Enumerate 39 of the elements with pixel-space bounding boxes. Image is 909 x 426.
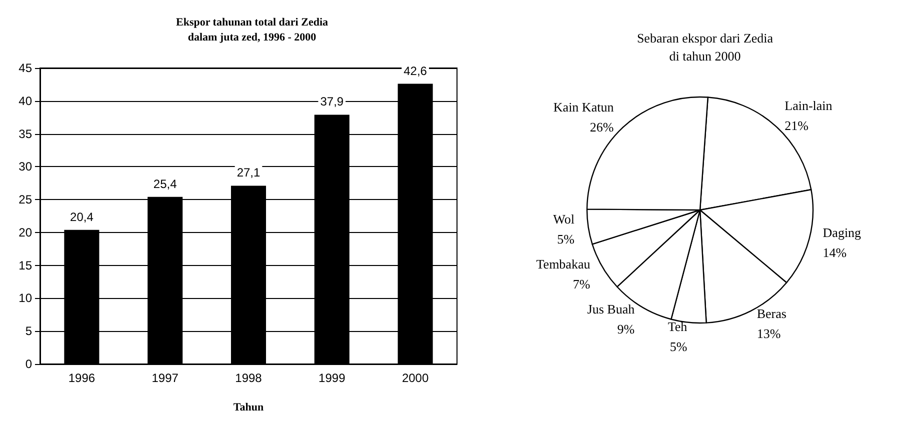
- data-label: 5%: [557, 231, 575, 246]
- data-label: 7%: [572, 276, 590, 292]
- y-tick-label: 10: [18, 291, 32, 306]
- data-label: 26%: [590, 119, 614, 134]
- slice-label: Kain Katun: [553, 99, 614, 114]
- data-label: 13%: [756, 326, 781, 342]
- slice-label: Wol: [553, 211, 575, 226]
- y-tick-label: 0: [25, 357, 32, 371]
- y-tick-label: 40: [18, 94, 32, 108]
- y-tick-label: 30: [18, 160, 32, 174]
- y-tick-label: 5: [25, 324, 32, 338]
- chart-title: Ekspor tahunan total dari Zedia dalam juta zed, 1996 - 2000: [176, 16, 328, 44]
- data-label: 5%: [670, 338, 688, 354]
- data-label: 21%: [784, 118, 809, 133]
- slice-label: Beras: [756, 306, 786, 322]
- slice-label: Tembakau: [536, 256, 591, 272]
- slice-label: Daging: [822, 224, 862, 240]
- x-tick-label: 1997: [152, 371, 179, 385]
- data-label: 14%: [822, 244, 847, 260]
- y-tick-label: 15: [18, 258, 32, 272]
- slice-label: Jus Buah: [587, 301, 636, 316]
- y-tick-label: 20: [18, 225, 32, 240]
- data-label: 27,1: [236, 166, 260, 180]
- data-label: 9%: [617, 321, 635, 336]
- slice-label: Lain-lain: [784, 98, 833, 113]
- x-tick-label: 2000: [402, 371, 429, 385]
- y-tick-label: 45: [18, 61, 32, 75]
- x-axis-title: Tahun: [233, 402, 264, 414]
- data-label: 20,4: [70, 210, 94, 224]
- x-tick-label: 1999: [318, 371, 346, 385]
- data-label: 25,4: [153, 176, 178, 191]
- x-tick-label: 1996: [68, 371, 96, 385]
- data-label: 42,6: [404, 64, 428, 78]
- y-tick-label: 25: [18, 192, 32, 207]
- x-tick-label: 1998: [235, 371, 262, 385]
- chart-title: Sebaran ekspor dari Zedia di tahun 2000: [636, 30, 774, 64]
- slice-label: Teh: [668, 318, 688, 334]
- data-label: 37,9: [320, 94, 344, 109]
- y-tick-label: 35: [18, 126, 32, 141]
